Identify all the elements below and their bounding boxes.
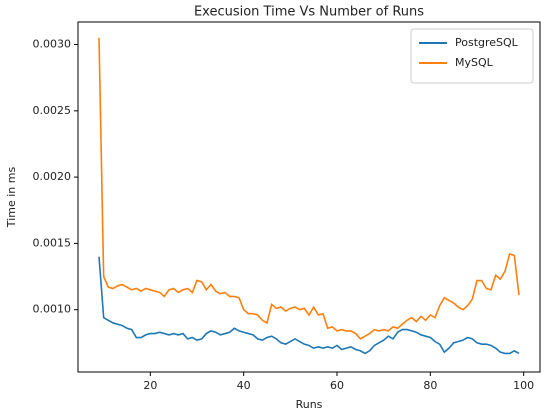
axes-frame bbox=[77, 21, 541, 373]
legend-label: PostgreSQL bbox=[455, 36, 519, 49]
line-series bbox=[98, 256, 520, 355]
y-axis-label: Time in ms bbox=[5, 167, 18, 229]
x-axis-label: Runs bbox=[296, 398, 323, 411]
y-tick-label: 0.0025 bbox=[33, 104, 72, 117]
x-tick-label: 40 bbox=[237, 379, 251, 392]
x-tick-label: 60 bbox=[330, 379, 344, 392]
y-tick-label: 0.0015 bbox=[33, 236, 72, 249]
y-tick-label: 0.0030 bbox=[33, 38, 72, 51]
x-tick-label: 80 bbox=[423, 379, 437, 392]
x-tick-label: 100 bbox=[513, 379, 534, 392]
x-tick-label: 20 bbox=[143, 379, 157, 392]
chart-title: Execusion Time Vs Number of Runs bbox=[194, 5, 424, 20]
line-series bbox=[98, 37, 520, 340]
legend-label: MySQL bbox=[455, 56, 494, 69]
y-tick-label: 0.0010 bbox=[33, 303, 72, 316]
y-tick-label: 0.0020 bbox=[33, 170, 72, 183]
